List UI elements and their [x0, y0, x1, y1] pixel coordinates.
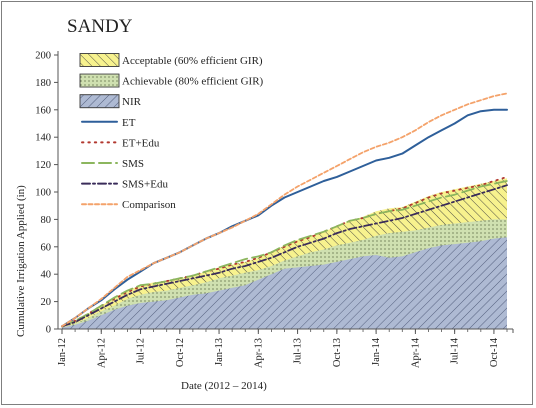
- legend-item-comparison: Comparison: [81, 199, 176, 211]
- legend-item-et-edu: ET+Edu: [81, 137, 160, 149]
- legend-item-sms: SMS: [81, 158, 144, 170]
- legend-item-acceptable-60-efficient-gir: Acceptable (60% efficient GIR): [79, 53, 263, 67]
- legend-swatch-hatch: [79, 53, 120, 67]
- y-tick-label: 0: [46, 325, 51, 336]
- y-tick-label: 100: [35, 188, 51, 199]
- legend-item-et: ET: [81, 117, 136, 129]
- y-tick-label: 160: [35, 105, 51, 116]
- y-tick-label: 40: [41, 270, 52, 281]
- y-tick-label: 180: [35, 78, 51, 89]
- legend-label: ET+Edu: [122, 137, 160, 149]
- x-tick-label: Apr-13: [253, 338, 264, 368]
- x-axis-title: Date (2012 – 2014): [181, 380, 267, 392]
- legend-label: Comparison: [122, 199, 176, 211]
- line-layer: [61, 92, 508, 328]
- series-line-sms-edu: [61, 184, 508, 328]
- legend-label: Acceptable (60% efficient GIR): [122, 55, 263, 67]
- y-axis-title: Cumulative Irrigation Applied (in): [15, 185, 27, 337]
- legend-label: SMS+Edu: [122, 179, 168, 191]
- series-line-comparison: [61, 92, 508, 328]
- axes: 0 20 40 60 80 100 120 140 160 180 200 Jan-12 Apr-12 J…: [35, 51, 514, 368]
- x-tick-label: Apr-14: [410, 337, 421, 368]
- x-tick-label: Jul-12: [136, 338, 147, 364]
- x-tick-label: Jul-13: [293, 338, 304, 364]
- series-line-et-edu: [61, 175, 508, 328]
- y-tick-label: 80: [41, 215, 52, 226]
- legend-label: Achievable (80% efficient GIR): [122, 76, 264, 88]
- y-tick-label: 140: [35, 133, 51, 144]
- x-tick-label: Jan-12: [57, 338, 68, 366]
- y-tick-label: 20: [41, 297, 52, 308]
- legend-swatch-hatch: [79, 73, 120, 88]
- legend-item-nir: NIR: [79, 94, 142, 109]
- legend: Acceptable (60% efficient GIR) Achievable…: [79, 53, 264, 211]
- legend-label: SMS: [122, 158, 144, 170]
- y-tick-label: 120: [35, 160, 51, 171]
- series-line-et: [61, 108, 508, 328]
- legend-item-achievable-80-efficient-gir: Achievable (80% efficient GIR): [79, 73, 264, 88]
- y-tick-label: 60: [41, 242, 52, 253]
- x-tick-label: Oct-14: [489, 337, 500, 367]
- legend-swatch-hatch: [79, 94, 120, 109]
- x-tick-label: Apr-12: [96, 338, 107, 368]
- chart-title: SANDY: [67, 16, 133, 37]
- x-tick-label: Jan-14: [371, 337, 382, 366]
- x-tick-label: Jan-13: [214, 338, 225, 366]
- legend-item-sms-edu: SMS+Edu: [81, 179, 168, 191]
- series-line-sms: [61, 180, 508, 328]
- band-hatch: [62, 237, 507, 329]
- legend-label: NIR: [122, 96, 142, 108]
- y-tick-label: 200: [35, 51, 51, 62]
- x-tick-label: Oct-12: [175, 338, 186, 367]
- band-nir: [62, 237, 507, 329]
- band-layer: [62, 178, 507, 329]
- x-tick-label: Jul-14: [450, 337, 461, 364]
- x-tick-label: Oct-13: [332, 338, 343, 367]
- legend-label: ET: [122, 117, 136, 129]
